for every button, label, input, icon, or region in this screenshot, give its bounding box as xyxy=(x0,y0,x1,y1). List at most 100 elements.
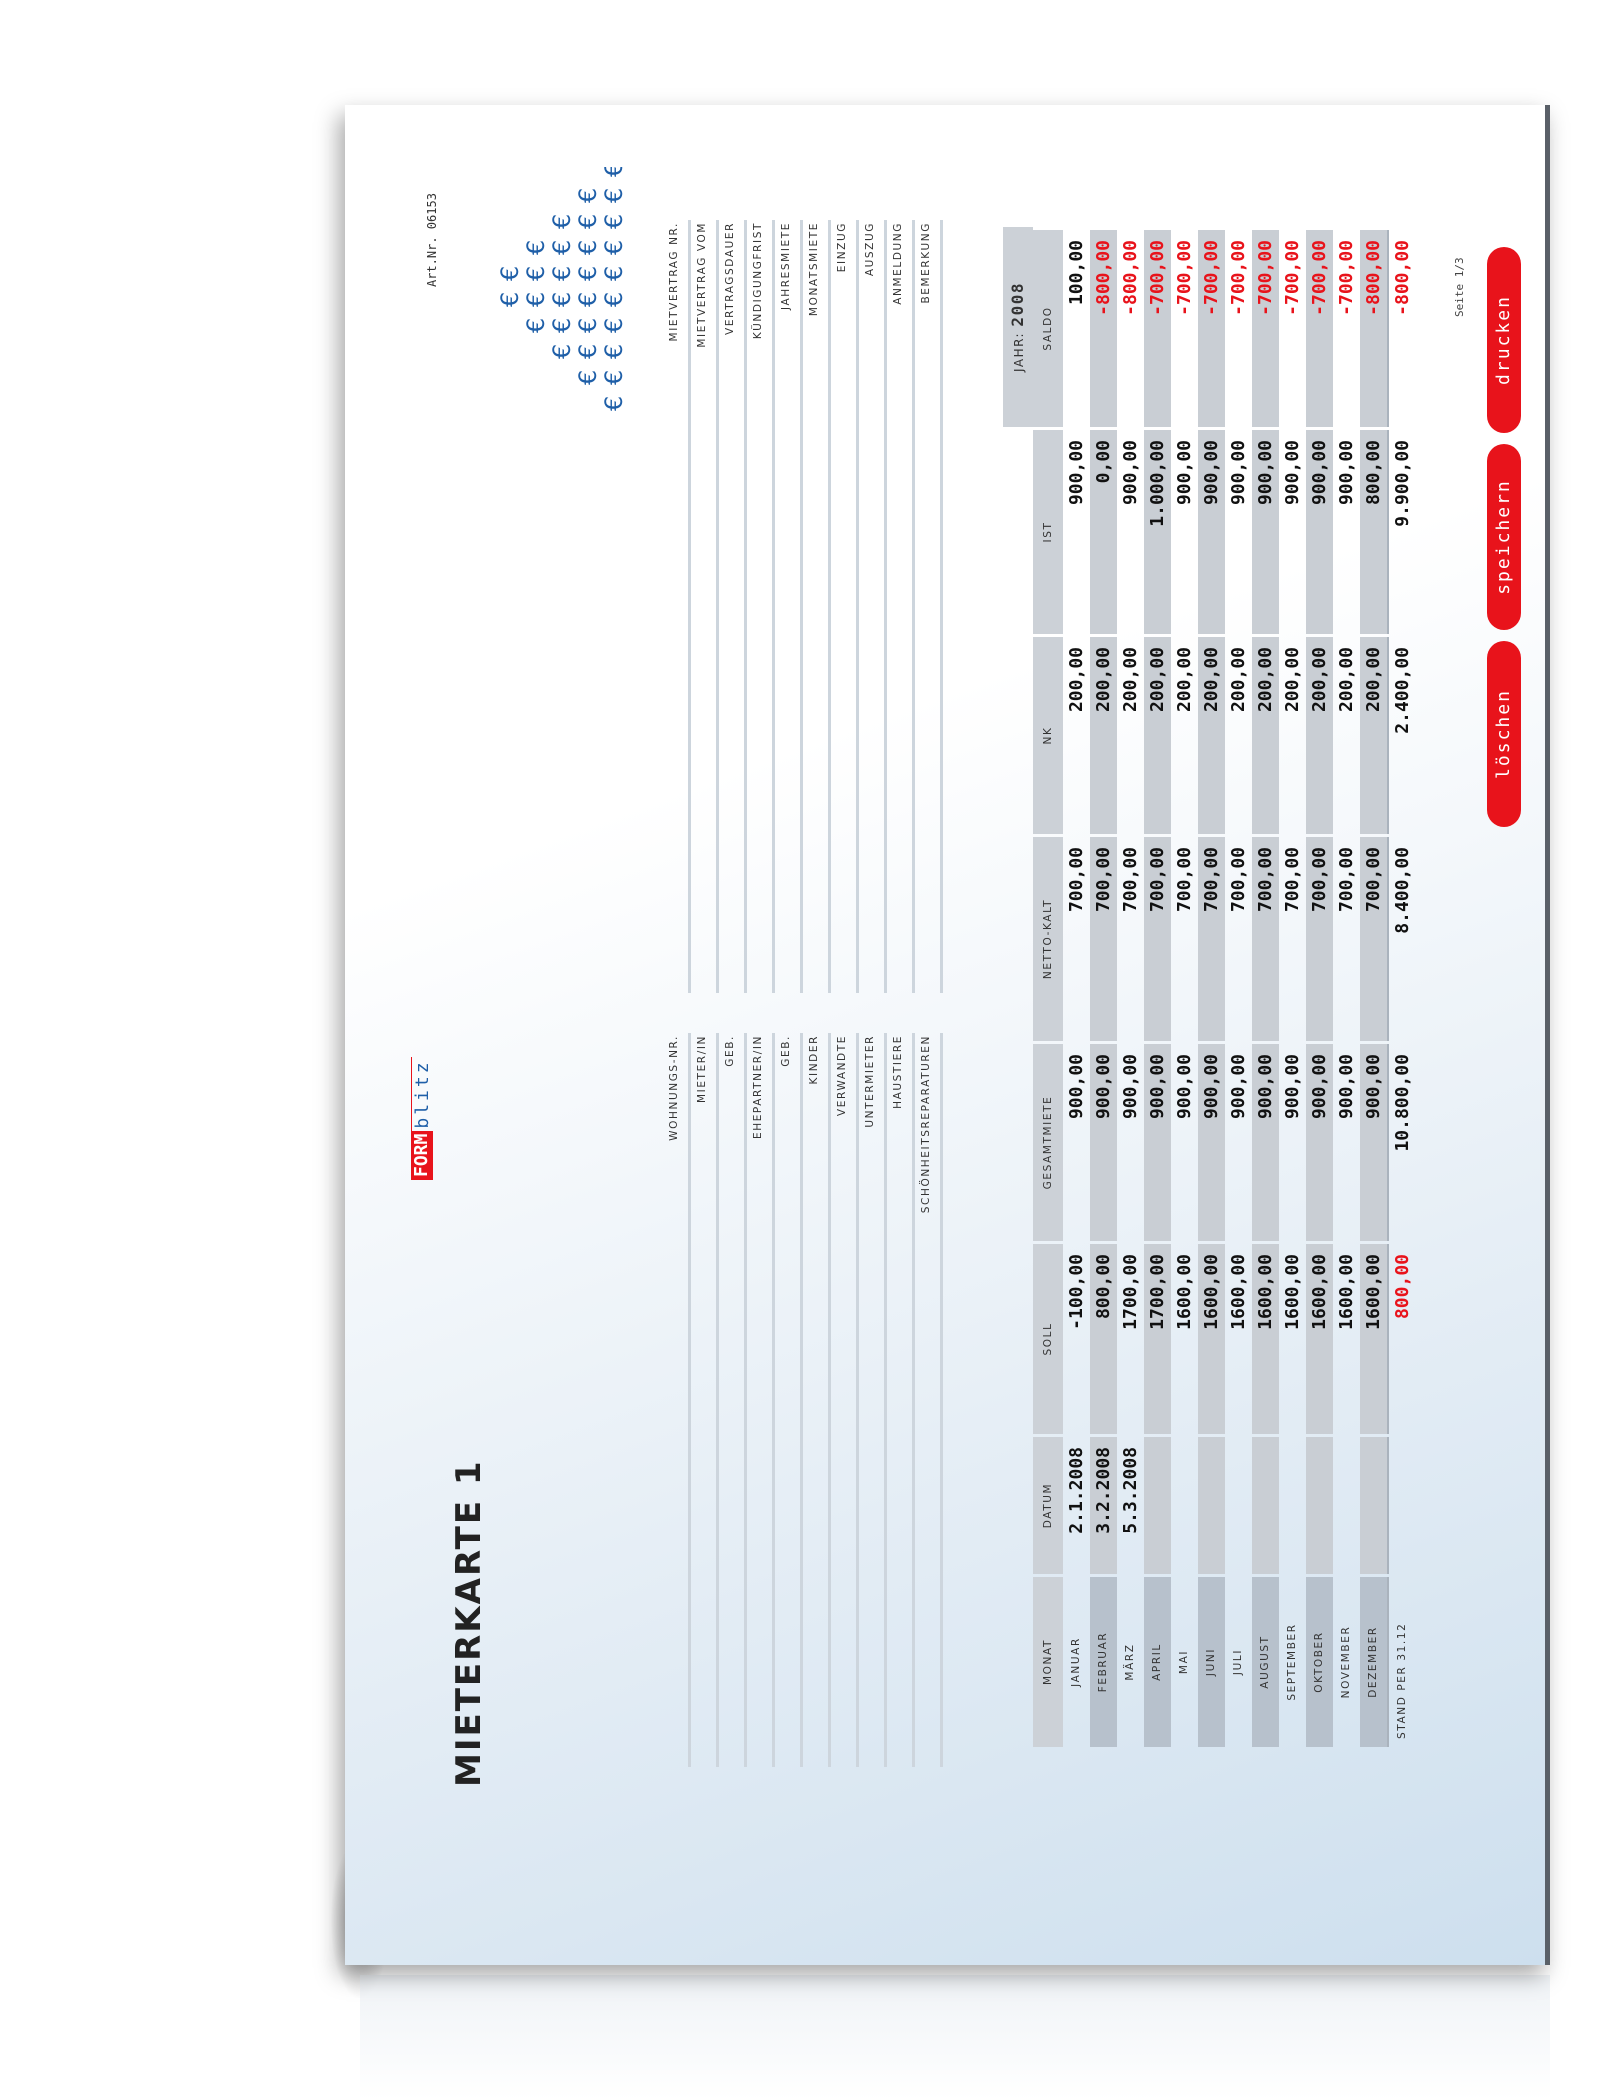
cell-saldo[interactable]: -800,00 xyxy=(1360,230,1387,427)
year-value[interactable]: 2008 xyxy=(1008,282,1027,327)
cell-netto-kalt[interactable]: 700,00 xyxy=(1360,837,1387,1041)
cell-soll[interactable]: 1600,00 xyxy=(1228,1254,1249,1330)
print-button[interactable]: drucken xyxy=(1487,247,1521,433)
cell-ist[interactable]: 900,00 xyxy=(1306,430,1333,634)
cell-soll[interactable]: -100,00 xyxy=(1066,1254,1087,1330)
field-row[interactable]: ANMELDUNG xyxy=(887,220,915,993)
cell-ist[interactable]: 800,00 xyxy=(1360,430,1387,634)
cell-gesamtmiete[interactable]: 900,00 xyxy=(1120,1054,1141,1120)
cell-gesamtmiete[interactable]: 900,00 xyxy=(1066,1054,1087,1120)
field-row[interactable]: UNTERMIETER xyxy=(859,1033,887,1767)
delete-button[interactable]: löschen xyxy=(1487,641,1521,827)
cell-ist[interactable]: 0,00 xyxy=(1090,430,1117,634)
cell-saldo[interactable]: -700,00 xyxy=(1174,240,1195,316)
cell-netto-kalt[interactable]: 700,00 xyxy=(1198,837,1225,1041)
field-row[interactable]: VERWANDTE xyxy=(831,1033,859,1767)
field-row[interactable]: EINZUG xyxy=(831,220,859,993)
cell-saldo[interactable]: -700,00 xyxy=(1198,230,1225,427)
cell-date[interactable] xyxy=(1333,1437,1360,1574)
field-row[interactable]: HAUSTIERE xyxy=(887,1033,915,1767)
cell-date[interactable] xyxy=(1144,1437,1171,1574)
cell-ist[interactable]: 9.900,00 xyxy=(1387,430,1414,634)
cell-saldo[interactable]: -800,00 xyxy=(1120,240,1141,316)
cell-date[interactable] xyxy=(1198,1437,1225,1574)
cell-gesamtmiete[interactable]: 900,00 xyxy=(1144,1044,1171,1241)
field-row[interactable]: AUSZUG xyxy=(859,220,887,993)
cell-soll[interactable]: 1600,00 xyxy=(1360,1244,1387,1434)
field-row[interactable]: KINDER xyxy=(803,1033,831,1767)
field-row[interactable]: VERTRAGSDAUER xyxy=(719,220,747,993)
field-row[interactable]: BEMERKUNG xyxy=(915,220,943,993)
cell-saldo[interactable]: -800,00 xyxy=(1090,230,1117,427)
cell-saldo[interactable]: 100,00 xyxy=(1066,240,1087,306)
cell-date[interactable] xyxy=(1252,1437,1279,1574)
cell-date[interactable] xyxy=(1279,1437,1306,1574)
cell-nk[interactable]: 200,00 xyxy=(1198,637,1225,834)
cell-nk[interactable]: 200,00 xyxy=(1252,637,1279,834)
cell-ist[interactable]: 900,00 xyxy=(1252,430,1279,634)
cell-date[interactable]: 5.3.2008 xyxy=(1120,1447,1141,1534)
cell-gesamtmiete[interactable]: 900,00 xyxy=(1282,1054,1303,1120)
cell-soll[interactable]: 1700,00 xyxy=(1144,1244,1171,1434)
cell-saldo[interactable]: -800,00 xyxy=(1387,230,1414,427)
cell-netto-kalt[interactable]: 700,00 xyxy=(1252,837,1279,1041)
cell-date[interactable] xyxy=(1387,1437,1414,1574)
cell-saldo[interactable]: -700,00 xyxy=(1306,230,1333,427)
cell-gesamtmiete[interactable]: 900,00 xyxy=(1174,1054,1195,1120)
cell-nk[interactable]: 200,00 xyxy=(1306,637,1333,834)
cell-netto-kalt[interactable]: 8.400,00 xyxy=(1387,837,1414,1041)
cell-ist[interactable]: 900,00 xyxy=(1198,430,1225,634)
cell-netto-kalt[interactable]: 700,00 xyxy=(1306,837,1333,1041)
field-row[interactable]: KÜNDIGUNGFRIST xyxy=(747,220,775,993)
cell-soll[interactable]: 1600,00 xyxy=(1336,1254,1357,1330)
cell-date[interactable]: 3.2.2008 xyxy=(1090,1437,1117,1574)
cell-nk[interactable]: 200,00 xyxy=(1174,647,1195,713)
cell-soll[interactable]: 1600,00 xyxy=(1174,1254,1195,1330)
cell-ist[interactable]: 900,00 xyxy=(1228,440,1249,506)
save-button[interactable]: speichern xyxy=(1487,444,1521,630)
cell-ist[interactable]: 900,00 xyxy=(1174,440,1195,506)
field-row[interactable]: JAHRESMIETE xyxy=(775,220,803,993)
cell-netto-kalt[interactable]: 700,00 xyxy=(1120,847,1141,913)
cell-netto-kalt[interactable]: 700,00 xyxy=(1090,837,1117,1041)
field-row[interactable]: GEB. xyxy=(719,1033,747,1767)
cell-nk[interactable]: 200,00 xyxy=(1120,647,1141,713)
cell-nk[interactable]: 200,00 xyxy=(1144,637,1171,834)
cell-ist[interactable]: 900,00 xyxy=(1282,440,1303,506)
cell-gesamtmiete[interactable]: 900,00 xyxy=(1090,1044,1117,1241)
cell-netto-kalt[interactable]: 700,00 xyxy=(1066,847,1087,913)
cell-nk[interactable]: 200,00 xyxy=(1228,647,1249,713)
cell-gesamtmiete[interactable]: 900,00 xyxy=(1360,1044,1387,1241)
cell-nk[interactable]: 200,00 xyxy=(1090,637,1117,834)
cell-soll[interactable]: 800,00 xyxy=(1090,1244,1117,1434)
cell-date[interactable] xyxy=(1225,1437,1252,1574)
field-row[interactable]: WOHNUNGS-NR. xyxy=(663,1033,691,1767)
cell-gesamtmiete[interactable]: 900,00 xyxy=(1336,1054,1357,1120)
cell-nk[interactable]: 200,00 xyxy=(1066,647,1087,713)
cell-soll[interactable]: 1600,00 xyxy=(1282,1254,1303,1330)
cell-saldo[interactable]: -700,00 xyxy=(1144,230,1171,427)
field-row[interactable]: MIETVERTRAG NR. xyxy=(663,220,691,993)
cell-saldo[interactable]: -700,00 xyxy=(1228,240,1249,316)
cell-date[interactable] xyxy=(1306,1437,1333,1574)
cell-saldo[interactable]: -700,00 xyxy=(1252,230,1279,427)
cell-ist[interactable]: 1.000,00 xyxy=(1144,430,1171,634)
cell-soll[interactable]: 1600,00 xyxy=(1198,1244,1225,1434)
cell-gesamtmiete[interactable]: 900,00 xyxy=(1252,1044,1279,1241)
cell-netto-kalt[interactable]: 700,00 xyxy=(1228,847,1249,913)
cell-ist[interactable]: 900,00 xyxy=(1120,440,1141,506)
cell-netto-kalt[interactable]: 700,00 xyxy=(1282,847,1303,913)
cell-nk[interactable]: 2.400,00 xyxy=(1387,637,1414,834)
field-row[interactable]: SCHÖNHEITSREPARATUREN xyxy=(915,1033,943,1767)
field-row[interactable]: MONATSMIETE xyxy=(803,220,831,993)
cell-soll[interactable]: 800,00 xyxy=(1387,1244,1414,1434)
cell-soll[interactable]: 1700,00 xyxy=(1120,1254,1141,1330)
field-row[interactable]: EHEPARTNER/IN xyxy=(747,1033,775,1767)
cell-nk[interactable]: 200,00 xyxy=(1360,637,1387,834)
cell-gesamtmiete[interactable]: 900,00 xyxy=(1306,1044,1333,1241)
cell-ist[interactable]: 900,00 xyxy=(1066,440,1087,506)
cell-ist[interactable]: 900,00 xyxy=(1336,440,1357,506)
cell-gesamtmiete[interactable]: 900,00 xyxy=(1198,1044,1225,1241)
cell-soll[interactable]: 1600,00 xyxy=(1306,1244,1333,1434)
cell-soll[interactable]: 1600,00 xyxy=(1252,1244,1279,1434)
